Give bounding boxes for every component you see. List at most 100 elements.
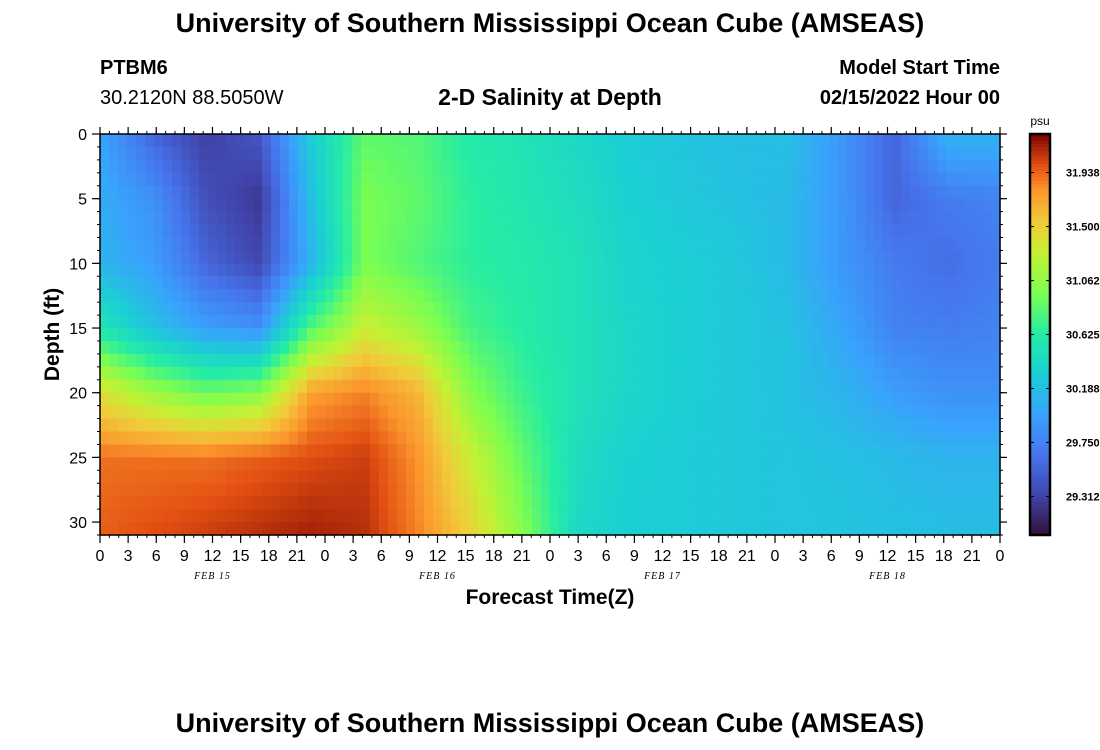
heatmap-cell bbox=[136, 159, 146, 174]
heatmap-cell bbox=[307, 146, 317, 161]
heatmap-cell bbox=[415, 263, 425, 277]
heatmap-cell bbox=[973, 276, 983, 290]
heatmap-cell bbox=[478, 134, 488, 148]
heatmap-cell bbox=[640, 418, 650, 433]
heatmap-cell bbox=[190, 250, 200, 264]
heatmap-cell bbox=[586, 224, 596, 239]
heatmap-cell bbox=[550, 289, 560, 303]
heatmap-cell bbox=[919, 224, 929, 239]
x-tick-label: 15 bbox=[232, 548, 250, 565]
heatmap-cell bbox=[451, 457, 461, 471]
heatmap-cell bbox=[235, 276, 245, 290]
heatmap-cell bbox=[469, 366, 479, 381]
heatmap-cell bbox=[703, 483, 713, 497]
heatmap-cell bbox=[307, 405, 317, 420]
heatmap-cell bbox=[946, 302, 956, 316]
heatmap-cell bbox=[388, 366, 398, 381]
heatmap-cell bbox=[856, 159, 866, 174]
heatmap-cell bbox=[235, 496, 245, 510]
heatmap-cell bbox=[406, 237, 416, 252]
heatmap-cell bbox=[901, 418, 911, 433]
heatmap-cell bbox=[874, 522, 884, 536]
heatmap-cell bbox=[874, 405, 884, 420]
heatmap-cell bbox=[532, 431, 542, 446]
heatmap-cell bbox=[397, 172, 407, 187]
heatmap-cell bbox=[766, 159, 776, 174]
heatmap-cell bbox=[667, 185, 677, 200]
heatmap-cell bbox=[739, 522, 749, 536]
heatmap-cell bbox=[289, 522, 299, 536]
heatmap-cell bbox=[118, 470, 128, 484]
heatmap-cell bbox=[532, 496, 542, 510]
heatmap-cell bbox=[244, 250, 254, 264]
heatmap-cell bbox=[424, 340, 434, 355]
heatmap-cell bbox=[811, 146, 821, 161]
heatmap-cell bbox=[910, 198, 920, 213]
heatmap-cell bbox=[784, 198, 794, 213]
heatmap-cell bbox=[262, 211, 272, 226]
heatmap-cell bbox=[343, 431, 353, 446]
heatmap-cell bbox=[730, 379, 740, 394]
heatmap-cell bbox=[901, 198, 911, 213]
heatmap-cell bbox=[793, 379, 803, 394]
heatmap-cell bbox=[829, 379, 839, 394]
heatmap-cell bbox=[217, 328, 227, 342]
heatmap-cell bbox=[622, 289, 632, 303]
heatmap-cell bbox=[658, 185, 668, 200]
colorbar-segment bbox=[1030, 347, 1050, 352]
heatmap-cell bbox=[595, 250, 605, 264]
heatmap-cell bbox=[883, 302, 893, 316]
heatmap-cell bbox=[118, 237, 128, 252]
heatmap-cell bbox=[838, 470, 848, 484]
heatmap-cell bbox=[145, 496, 155, 510]
heatmap-cell bbox=[424, 263, 434, 277]
heatmap-cell bbox=[199, 444, 209, 458]
heatmap-cell bbox=[424, 353, 434, 368]
heatmap-cell bbox=[397, 198, 407, 213]
heatmap-cell bbox=[487, 509, 497, 523]
heatmap-cell bbox=[136, 263, 146, 277]
heatmap-cell bbox=[271, 366, 281, 381]
heatmap-cell bbox=[667, 379, 677, 394]
heatmap-cell bbox=[820, 328, 830, 342]
heatmap-cell bbox=[919, 509, 929, 523]
heatmap-cell bbox=[721, 159, 731, 174]
heatmap-cell bbox=[910, 211, 920, 226]
heatmap-cell bbox=[199, 405, 209, 420]
heatmap-cell bbox=[892, 211, 902, 226]
heatmap-cell bbox=[469, 302, 479, 316]
heatmap-cell bbox=[433, 379, 443, 394]
heatmap-cell bbox=[442, 289, 452, 303]
heatmap-cell bbox=[676, 405, 686, 420]
colorbar-segment bbox=[1030, 187, 1050, 192]
heatmap-cell bbox=[136, 146, 146, 161]
heatmap-cell bbox=[703, 340, 713, 355]
colorbar-segment bbox=[1030, 167, 1050, 172]
heatmap-cell bbox=[586, 457, 596, 471]
heatmap-cell bbox=[424, 237, 434, 252]
heatmap-cell bbox=[262, 483, 272, 497]
heatmap-cell bbox=[370, 250, 380, 264]
heatmap-cell bbox=[190, 224, 200, 239]
heatmap-cell bbox=[433, 405, 443, 420]
heatmap-cell bbox=[523, 366, 533, 381]
heatmap-cell bbox=[784, 159, 794, 174]
heatmap-cell bbox=[757, 522, 767, 536]
heatmap-cell bbox=[730, 470, 740, 484]
y-tick-label: 15 bbox=[69, 321, 87, 338]
heatmap-cell bbox=[766, 509, 776, 523]
heatmap-cell bbox=[649, 289, 659, 303]
heatmap-cell bbox=[820, 431, 830, 446]
heatmap-cell bbox=[397, 431, 407, 446]
heatmap-cell bbox=[820, 198, 830, 213]
heatmap-cell bbox=[550, 483, 560, 497]
heatmap-cell bbox=[577, 496, 587, 510]
heatmap-cell bbox=[298, 302, 308, 316]
heatmap-cell bbox=[613, 263, 623, 277]
heatmap-cell bbox=[568, 302, 578, 316]
heatmap-cell bbox=[757, 457, 767, 471]
heatmap-cell bbox=[775, 263, 785, 277]
heatmap-cell bbox=[100, 392, 110, 407]
heatmap-cell bbox=[694, 366, 704, 381]
heatmap-cell bbox=[640, 328, 650, 342]
